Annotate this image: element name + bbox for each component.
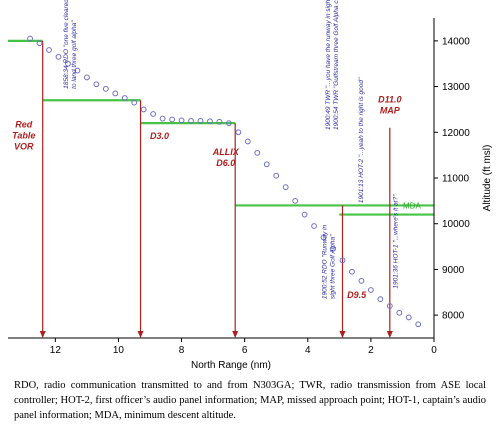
data-point bbox=[46, 47, 52, 53]
radio-annotation-line: 1858:34 RDO "one five cleared bbox=[63, 0, 70, 89]
mda-label: MDA bbox=[403, 202, 421, 211]
marker-label: MAP bbox=[380, 106, 401, 116]
data-point bbox=[188, 117, 194, 124]
data-point bbox=[169, 116, 175, 123]
marker-arrowhead bbox=[39, 331, 46, 338]
data-point bbox=[74, 67, 81, 74]
x-tick-label: 0 bbox=[431, 345, 437, 356]
data-point bbox=[225, 120, 232, 127]
data-point bbox=[330, 245, 336, 252]
data-point bbox=[405, 314, 412, 321]
data-point bbox=[358, 277, 365, 284]
data-point bbox=[216, 118, 223, 125]
y-tick-label: 14000 bbox=[442, 36, 470, 47]
data-point bbox=[339, 257, 346, 264]
data-point bbox=[349, 268, 355, 275]
marker-label: VOR bbox=[14, 142, 34, 152]
data-point bbox=[93, 81, 100, 88]
data-point bbox=[131, 99, 138, 106]
marker-arrowhead bbox=[232, 331, 239, 338]
y-tick-label: 12000 bbox=[442, 128, 470, 139]
y-tick-label: 13000 bbox=[442, 82, 470, 93]
data-point bbox=[140, 106, 147, 113]
axes: North Range (nm) Altitude (ft msl) 12 10 8… bbox=[8, 18, 493, 371]
y-tick-label: 9000 bbox=[442, 265, 465, 276]
marker-arrowhead bbox=[339, 331, 346, 338]
data-point bbox=[244, 138, 251, 145]
data-point bbox=[282, 184, 289, 191]
data-point bbox=[377, 296, 384, 303]
x-tick-label: 12 bbox=[50, 345, 62, 356]
y-tick-label: 10000 bbox=[442, 219, 470, 230]
radio-annotation-line: 1901:36 HOT-1 "...where's it at?" bbox=[393, 194, 400, 289]
marker-label: D3.0 bbox=[150, 131, 169, 141]
data-point bbox=[396, 309, 403, 316]
marker-arrowhead bbox=[137, 331, 144, 338]
radio-annotation-line: 1900:49 TWR "...you have the runway in s… bbox=[325, 0, 332, 130]
altitude-steps: MDA bbox=[8, 39, 434, 216]
data-point bbox=[386, 303, 393, 309]
data-point bbox=[102, 85, 109, 92]
data-point bbox=[311, 223, 317, 229]
data-point bbox=[27, 35, 33, 42]
marker-label: D11.0 bbox=[378, 95, 401, 105]
radio-annotation-line: 1900:52 RDO "Runway in bbox=[322, 225, 329, 300]
data-point bbox=[301, 211, 308, 218]
x-tick-label: 10 bbox=[113, 345, 125, 356]
radio-annotations: 1858:34 RDO "one five cleared to land thr… bbox=[63, 0, 400, 299]
marker-label: D9.5 bbox=[347, 290, 367, 300]
data-point bbox=[292, 197, 299, 204]
radio-annotation-line: 1901:13 HOT-2 "...yeah to the right is g… bbox=[358, 77, 365, 203]
data-point bbox=[65, 60, 71, 67]
data-point bbox=[263, 161, 270, 168]
data-point bbox=[159, 115, 166, 122]
marker-label: Red bbox=[15, 120, 33, 130]
x-tick-label: 2 bbox=[368, 345, 374, 356]
data-point bbox=[320, 234, 327, 241]
marker-label: Table bbox=[12, 131, 35, 141]
data-point bbox=[121, 95, 128, 101]
y-axis-title: Altitude (ft msl) bbox=[482, 145, 493, 212]
data-point bbox=[36, 40, 43, 47]
radio-annotation-line: to land three golf alpha" bbox=[71, 20, 78, 89]
data-point bbox=[273, 172, 280, 179]
radio-annotation-line: sight three Golf Alpha" bbox=[330, 234, 337, 299]
data-point bbox=[367, 287, 374, 293]
radio-annotation-line: 1900:54 TWR "Gulfstream three Golf Alpha… bbox=[333, 0, 340, 130]
data-point bbox=[178, 117, 185, 124]
data-point bbox=[207, 118, 213, 125]
data-point bbox=[150, 111, 157, 117]
y-tick-label: 11000 bbox=[442, 174, 470, 185]
data-point bbox=[254, 149, 261, 156]
x-axis-title: North Range (nm) bbox=[191, 360, 271, 371]
marker-label: D6.0 bbox=[216, 158, 235, 168]
x-tick-label: 4 bbox=[305, 345, 311, 356]
altitude-points bbox=[27, 35, 422, 328]
marker-arrowhead bbox=[386, 331, 393, 338]
data-point bbox=[112, 90, 119, 97]
figure-caption: RDO, radio communication transmitted to … bbox=[14, 380, 486, 421]
marker-label: ALLIX bbox=[212, 147, 240, 157]
x-tick-label: 6 bbox=[242, 345, 248, 356]
data-point bbox=[55, 53, 62, 60]
data-point bbox=[83, 74, 90, 81]
x-tick-label: 8 bbox=[179, 345, 185, 356]
data-point bbox=[235, 129, 242, 136]
y-tick-label: 8000 bbox=[442, 311, 465, 322]
data-point bbox=[197, 117, 204, 124]
data-point bbox=[415, 321, 422, 328]
